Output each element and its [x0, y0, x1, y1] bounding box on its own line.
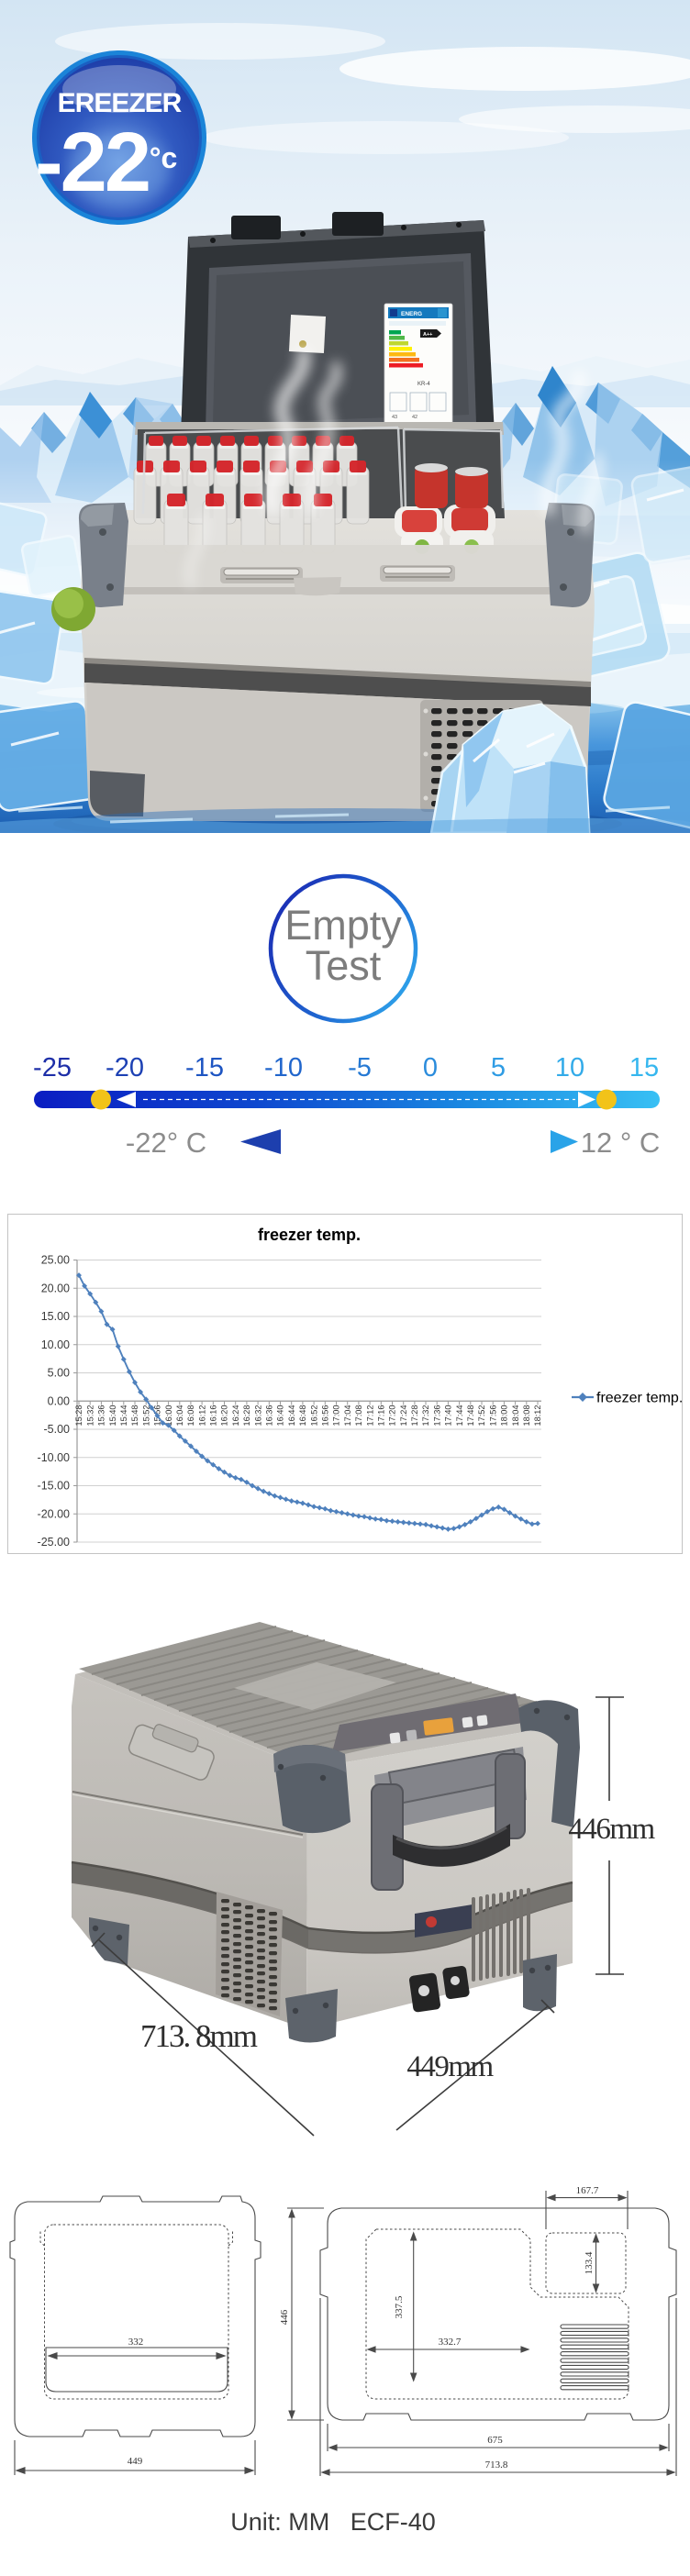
- svg-text:15:36: 15:36: [97, 1405, 106, 1427]
- svg-text:15:44: 15:44: [119, 1405, 128, 1427]
- svg-text:17:44: 17:44: [455, 1405, 464, 1427]
- svg-text:16:56: 16:56: [321, 1405, 330, 1427]
- svg-text:5: 5: [491, 1053, 506, 1083]
- svg-text:337.5: 337.5: [394, 2295, 405, 2318]
- svg-text:15:52: 15:52: [141, 1405, 150, 1427]
- svg-text:-5: -5: [348, 1053, 372, 1083]
- svg-text:16:48: 16:48: [298, 1405, 307, 1427]
- svg-text:17:20: 17:20: [388, 1405, 397, 1427]
- svg-text:EREEZER: EREEZER: [58, 88, 183, 118]
- svg-text:-15.00: -15.00: [38, 1480, 70, 1493]
- svg-text:42: 42: [412, 415, 417, 420]
- svg-text:18:08: 18:08: [522, 1405, 531, 1427]
- svg-text:17:00: 17:00: [332, 1405, 341, 1427]
- svg-text:16:00: 16:00: [164, 1405, 173, 1427]
- svg-text:332.7: 332.7: [439, 2337, 462, 2348]
- svg-text:446mm: 446mm: [568, 1813, 655, 1846]
- svg-text:16:36: 16:36: [265, 1405, 274, 1427]
- svg-text:15:32: 15:32: [85, 1405, 95, 1427]
- svg-text:freezer temp.: freezer temp.: [596, 1391, 683, 1406]
- svg-text:17:48: 17:48: [466, 1405, 475, 1427]
- svg-text:25.00: 25.00: [41, 1254, 70, 1267]
- svg-text:-20: -20: [106, 1053, 144, 1083]
- svg-text:675: 675: [487, 2435, 503, 2446]
- svg-text:16:28: 16:28: [242, 1405, 251, 1427]
- svg-text:Test: Test: [306, 942, 382, 989]
- svg-text:16:24: 16:24: [231, 1405, 240, 1427]
- svg-text:15:48: 15:48: [130, 1405, 139, 1427]
- svg-text:16:20: 16:20: [220, 1405, 229, 1427]
- svg-text:freezer temp.: freezer temp.: [258, 1226, 361, 1244]
- svg-text:713. 8mm: 713. 8mm: [140, 2018, 258, 2054]
- svg-text:17:40: 17:40: [444, 1405, 453, 1427]
- svg-text:16:40: 16:40: [276, 1405, 285, 1427]
- svg-text:10.00: 10.00: [41, 1338, 70, 1351]
- svg-text:16:52: 16:52: [309, 1405, 318, 1427]
- svg-text:446: 446: [279, 2309, 290, 2325]
- svg-text:167.7: 167.7: [576, 2185, 599, 2196]
- svg-text:16:04: 16:04: [175, 1405, 184, 1427]
- svg-text:17:16: 17:16: [377, 1405, 386, 1427]
- svg-text:Empty: Empty: [284, 902, 402, 949]
- svg-text:-10: -10: [264, 1053, 303, 1083]
- svg-text:16:44: 16:44: [287, 1405, 296, 1427]
- svg-text:°c: °c: [150, 141, 178, 174]
- svg-text:17:56: 17:56: [488, 1405, 497, 1427]
- svg-text:15.00: 15.00: [41, 1310, 70, 1323]
- svg-text:18:04: 18:04: [511, 1405, 520, 1427]
- svg-text:133.4: 133.4: [584, 2251, 595, 2274]
- svg-text:-5.00: -5.00: [44, 1423, 71, 1436]
- svg-text:0: 0: [423, 1053, 438, 1083]
- svg-text:15:28: 15:28: [74, 1405, 83, 1427]
- svg-text:17:36: 17:36: [432, 1405, 441, 1427]
- svg-text:-25.00: -25.00: [38, 1536, 70, 1549]
- svg-text:16:08: 16:08: [186, 1405, 195, 1427]
- svg-text:12 ° C: 12 ° C: [581, 1127, 661, 1159]
- svg-text:-10.00: -10.00: [38, 1451, 70, 1464]
- svg-text:20.00: 20.00: [41, 1282, 70, 1295]
- svg-text:17:24: 17:24: [399, 1405, 408, 1427]
- svg-text:-20.00: -20.00: [38, 1507, 70, 1520]
- svg-text:17:12: 17:12: [365, 1405, 374, 1427]
- svg-text:16:32: 16:32: [253, 1405, 262, 1427]
- svg-text:KR-4: KR-4: [417, 382, 430, 387]
- svg-text:16:12: 16:12: [197, 1405, 206, 1427]
- svg-text:-22: -22: [35, 116, 149, 209]
- svg-text:17:04: 17:04: [343, 1405, 352, 1427]
- svg-text:0.00: 0.00: [48, 1394, 70, 1407]
- svg-text:713.8: 713.8: [485, 2459, 508, 2471]
- svg-text:ENERG: ENERG: [401, 311, 422, 317]
- svg-text:A++: A++: [423, 332, 432, 338]
- svg-text:15:40: 15:40: [108, 1405, 117, 1427]
- svg-text:17:32: 17:32: [421, 1405, 430, 1427]
- svg-text:17:08: 17:08: [354, 1405, 363, 1427]
- svg-text:449mm: 449mm: [406, 2050, 494, 2083]
- svg-text:15: 15: [629, 1053, 659, 1083]
- svg-text:18:00: 18:00: [500, 1405, 509, 1427]
- svg-text:18:12: 18:12: [533, 1405, 542, 1427]
- svg-text:43: 43: [392, 415, 397, 420]
- svg-text:-25: -25: [33, 1053, 72, 1083]
- svg-text:5.00: 5.00: [48, 1367, 70, 1380]
- svg-text:-22° C: -22° C: [126, 1127, 206, 1159]
- svg-text:332: 332: [128, 2337, 144, 2348]
- svg-text:17:52: 17:52: [477, 1405, 486, 1427]
- svg-text:449: 449: [128, 2456, 143, 2467]
- svg-text:17:28: 17:28: [410, 1405, 419, 1427]
- svg-text:16:16: 16:16: [209, 1405, 218, 1427]
- svg-text:-15: -15: [185, 1053, 224, 1083]
- svg-text:10: 10: [555, 1053, 584, 1083]
